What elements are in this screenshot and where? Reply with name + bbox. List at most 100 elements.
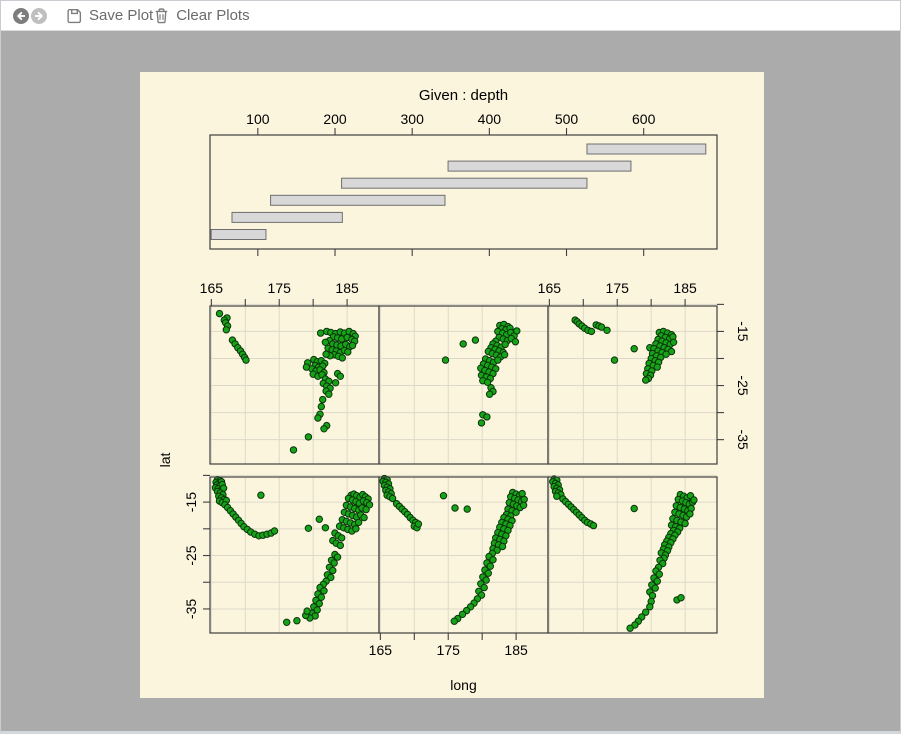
data-point: [677, 594, 685, 602]
data-point: [681, 519, 689, 528]
x-tick-label: 165: [369, 642, 393, 658]
scatter-panel-depth-5: [378, 303, 549, 465]
data-point: [320, 425, 328, 433]
given-interval-bar: [341, 177, 588, 189]
data-point: [329, 566, 337, 575]
y-tick-label: -15: [735, 321, 751, 341]
data-point: [222, 326, 231, 334]
y-tick-label: -15: [183, 492, 199, 512]
data-point: [690, 496, 698, 504]
given-interval-bar: [231, 211, 343, 223]
given-interval-bar: [586, 143, 707, 155]
data-point: [325, 390, 333, 398]
plots-pane: Given : depth 100 200 300 400 500 600 165 175 185…: [1, 31, 900, 731]
data-point: [289, 446, 298, 454]
back-icon: [13, 7, 29, 24]
data-point: [653, 577, 661, 585]
data-point: [486, 562, 494, 570]
given-tick-label: 500: [555, 111, 579, 127]
scatter-panel-depth-2: [378, 474, 549, 634]
data-point: [320, 587, 328, 595]
data-point: [483, 413, 491, 421]
y-tick-label: -25: [735, 375, 751, 395]
data-point: [669, 338, 678, 346]
given-interval-bar: [210, 229, 267, 240]
data-point: [362, 505, 370, 514]
data-point: [642, 376, 650, 384]
given-title: Given : depth: [419, 87, 508, 104]
data-point: [500, 351, 509, 359]
save-plot-label: Save Plot: [89, 7, 154, 24]
x-tick-label: 175: [606, 280, 630, 296]
clear-plots-label: Clear Plots: [176, 7, 250, 24]
x-tick-label: 165: [538, 280, 562, 296]
data-point: [589, 521, 598, 530]
data-point: [441, 356, 450, 364]
data-point: [451, 504, 459, 512]
data-point: [603, 326, 611, 334]
data-point: [597, 323, 606, 331]
plot-canvas: Given : depth 100 200 300 400 500 600 165 175 185…: [140, 72, 764, 698]
forward-button[interactable]: [30, 7, 48, 25]
data-point: [338, 354, 347, 362]
data-point: [463, 505, 471, 513]
data-point: [330, 559, 338, 567]
panel-box: [547, 305, 718, 465]
x-tick-label: 175: [437, 642, 461, 658]
x-tick-label: 185: [673, 280, 697, 296]
save-icon: [67, 8, 82, 24]
data-point: [626, 624, 634, 632]
data-point: [388, 494, 397, 503]
data-point: [257, 491, 265, 499]
data-point: [482, 576, 490, 584]
data-point: [303, 607, 311, 615]
data-point: [270, 527, 279, 535]
data-point: [450, 617, 458, 625]
data-point: [414, 520, 423, 528]
data-point: [304, 433, 313, 441]
data-point: [477, 419, 486, 427]
data-point: [344, 348, 352, 356]
save-plot-button[interactable]: Save Plot: [66, 7, 153, 24]
data-point: [293, 617, 301, 625]
clear-plots-button[interactable]: Clear Plots: [153, 7, 250, 24]
x-tick-label: 175: [268, 280, 292, 296]
back-button[interactable]: [12, 7, 30, 25]
scatter-panel-depth-1: [209, 474, 380, 634]
y-axis-title: lat: [157, 453, 173, 468]
x-tick-label: 185: [335, 280, 359, 296]
data-point: [314, 414, 322, 422]
data-point: [485, 390, 494, 398]
data-point: [646, 603, 654, 611]
data-point: [642, 608, 650, 616]
given-interval-bar: [270, 194, 446, 206]
trash-icon: [155, 8, 168, 24]
data-point: [319, 395, 327, 404]
data-point: [630, 504, 638, 513]
data-point: [333, 553, 342, 561]
given-tick-label: 200: [323, 111, 347, 127]
data-point: [662, 350, 670, 358]
x-tick-label: 185: [504, 642, 528, 658]
data-point: [348, 341, 357, 350]
data-point: [302, 363, 311, 371]
data-point: [321, 524, 330, 532]
data-point: [315, 599, 324, 608]
data-point: [655, 570, 663, 578]
panel-box: [209, 305, 380, 465]
data-point: [648, 591, 657, 600]
axes: 165 175 185 165 175 185 -15 -25 -35 -15 -25 -35 165 1…: [157, 280, 751, 693]
y-tick-label: -35: [735, 430, 751, 450]
data-point: [304, 524, 313, 532]
y-tick-label: -25: [183, 545, 199, 565]
data-point: [360, 513, 368, 522]
data-point: [651, 584, 659, 592]
data-point: [336, 541, 345, 550]
data-point: [653, 363, 661, 371]
x-axis-title: long: [450, 677, 476, 693]
given-box: [209, 134, 718, 250]
data-point: [513, 327, 521, 335]
data-point: [484, 569, 492, 577]
data-point: [686, 510, 694, 518]
scatter-panel-depth-6: [547, 303, 718, 465]
